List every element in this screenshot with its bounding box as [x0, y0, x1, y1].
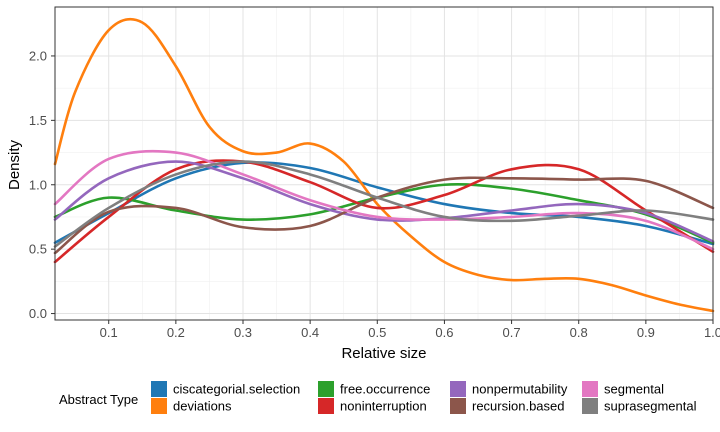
minor-grid [55, 7, 713, 320]
y-tick-label: 1.5 [29, 113, 47, 128]
x-tick-label: 0.4 [301, 325, 319, 340]
plot-panel [54, 6, 714, 321]
legend-label-suprasegmental: suprasegmental [604, 399, 697, 414]
x-tick-label: 0.8 [570, 325, 588, 340]
series-layer [53, 17, 715, 313]
legend-key-suprasegmental [582, 398, 598, 414]
x-tick-label: 0.6 [435, 325, 453, 340]
legend-key-segmental [582, 381, 598, 397]
x-tick-label: 0.2 [167, 325, 185, 340]
y-tick-label: 2.0 [29, 48, 47, 63]
x-tick-label: 0.1 [100, 325, 118, 340]
legend-key-free.occurrence [318, 381, 334, 397]
x-tick-label: 0.9 [637, 325, 655, 340]
x-tick-label: 0.3 [234, 325, 252, 340]
legend-label-deviations: deviations [173, 399, 232, 414]
y-axis-ticks: 0.0 0.5 1.0 1.5 2.0 [29, 48, 55, 321]
legend-label-free.occurrence: free.occurrence [340, 382, 430, 397]
legend-label-nonpermutability: nonpermutability [472, 382, 568, 397]
series-line-deviations [53, 17, 715, 313]
x-tick-label: 0.5 [368, 325, 386, 340]
legend-key-nonpermutability [450, 381, 466, 397]
major-grid [55, 7, 714, 320]
y-tick-label: 1.0 [29, 177, 47, 192]
legend-label-segmental: segmental [604, 382, 664, 397]
y-axis-title: Density [6, 139, 23, 190]
series-line-nonpermutability [53, 160, 715, 243]
y-tick-label: 0.5 [29, 242, 47, 257]
y-tick-label: 0.0 [29, 306, 47, 321]
series-line-suprasegmental [53, 160, 715, 248]
legend-key-noninterruption [318, 398, 334, 414]
legend: ciscategorial.selection deviations free.oc… [151, 381, 697, 414]
legend-key-ciscategorial.selection [151, 381, 167, 397]
x-tick-label: 0.7 [503, 325, 521, 340]
legend-label-noninterruption: noninterruption [340, 399, 427, 414]
legend-label-ciscategorial.selection: ciscategorial.selection [173, 382, 300, 397]
plot-panel-border [54, 6, 714, 321]
x-axis-ticks: 0.1 0.2 0.3 0.4 0.5 0.6 0.7 0.8 0.9 1.0 [100, 320, 720, 340]
legend-title: Abstract Type [59, 392, 138, 407]
legend-key-deviations [151, 398, 167, 414]
x-tick-label: 1.0 [704, 325, 720, 340]
series-line-ciscategorial.selection [53, 161, 715, 246]
legend-label-recursion.based: recursion.based [472, 399, 565, 414]
x-axis-title: Relative size [341, 345, 426, 362]
legend-key-recursion.based [450, 398, 466, 414]
